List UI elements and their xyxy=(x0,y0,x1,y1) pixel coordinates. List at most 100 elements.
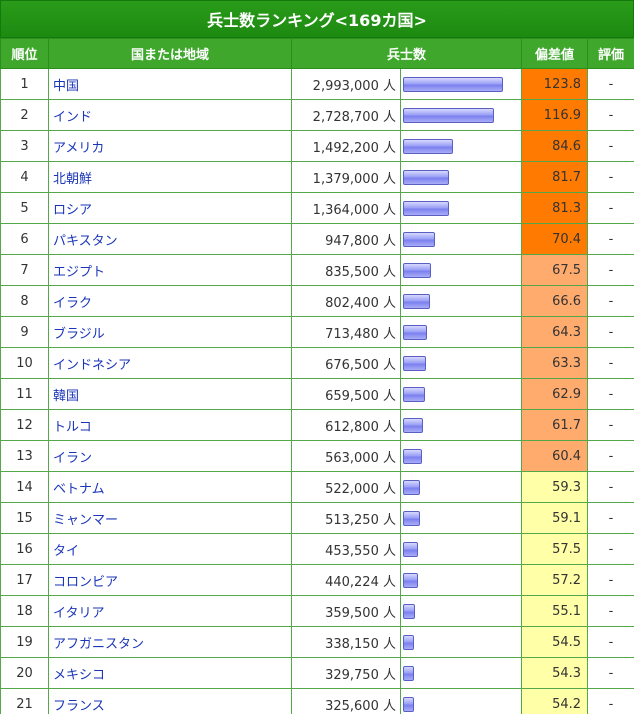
country-link[interactable]: アフガニスタン xyxy=(53,636,145,652)
soldiers-value: 659,500 xyxy=(325,388,379,404)
rank-cell: 15 xyxy=(0,502,49,534)
soldiers-value: 329,750 xyxy=(325,667,379,683)
deviation-cell: 55.1 xyxy=(521,595,589,627)
country-cell: 北朝鮮 xyxy=(48,161,292,193)
country-link[interactable]: イラン xyxy=(53,450,93,466)
deviation-cell: 57.5 xyxy=(521,533,589,565)
rank-cell: 7 xyxy=(0,254,49,286)
country-link[interactable]: パキスタン xyxy=(53,233,118,249)
soldiers-cell: 612,800 人 xyxy=(291,409,401,441)
evaluation-cell: - xyxy=(587,502,634,534)
soldiers-unit: 人 xyxy=(382,326,396,342)
soldiers-unit: 人 xyxy=(382,574,396,590)
soldiers-unit: 人 xyxy=(382,450,396,466)
header-rank: 順位 xyxy=(0,38,49,69)
evaluation-cell: - xyxy=(587,254,634,286)
soldiers-cell: 338,150 人 xyxy=(291,626,401,658)
soldiers-bar-cell xyxy=(399,161,523,193)
soldiers-bar-cell xyxy=(399,316,523,348)
soldiers-cell: 947,800 人 xyxy=(291,223,401,255)
country-link[interactable]: メキシコ xyxy=(53,667,106,683)
soldiers-bar-cell xyxy=(399,564,523,596)
soldiers-unit: 人 xyxy=(382,481,396,497)
soldiers-value: 338,150 xyxy=(325,636,379,652)
table-row: 8 イラク 802,400 人 66.6- xyxy=(0,285,634,317)
country-link[interactable]: タイ xyxy=(53,543,80,559)
soldiers-cell: 359,500 人 xyxy=(291,595,401,627)
soldiers-cell: 522,000 人 xyxy=(291,471,401,503)
evaluation-cell: - xyxy=(587,161,634,193)
soldiers-bar xyxy=(403,696,414,712)
deviation-cell: 59.1 xyxy=(521,502,589,534)
soldiers-bar-cell xyxy=(399,533,523,565)
soldiers-bar xyxy=(403,417,423,433)
country-cell: アメリカ xyxy=(48,130,292,162)
soldiers-value: 522,000 xyxy=(325,481,379,497)
soldiers-bar-cell xyxy=(399,223,523,255)
soldiers-value: 453,550 xyxy=(325,543,379,559)
soldiers-value: 2,728,700 xyxy=(312,109,379,125)
rank-cell: 10 xyxy=(0,347,49,379)
table-row: 10 インドネシア 676,500 人 63.3- xyxy=(0,347,634,379)
country-link[interactable]: アメリカ xyxy=(53,140,105,156)
rank-cell: 6 xyxy=(0,223,49,255)
soldiers-cell: 802,400 人 xyxy=(291,285,401,317)
table-row: 4 北朝鮮 1,379,000 人 81.7- xyxy=(0,161,634,193)
soldiers-value: 563,000 xyxy=(325,450,379,466)
table-row: 17 コロンビア 440,224 人 57.2- xyxy=(0,564,634,596)
evaluation-cell: - xyxy=(587,285,634,317)
country-link[interactable]: イラク xyxy=(53,295,93,311)
soldiers-bar xyxy=(403,200,449,216)
deviation-cell: 70.4 xyxy=(521,223,589,255)
country-link[interactable]: フランス xyxy=(53,698,105,714)
deviation-cell: 57.2 xyxy=(521,564,589,596)
table-row: 2 インド 2,728,700 人 116.9- xyxy=(0,99,634,131)
deviation-cell: 61.7 xyxy=(521,409,589,441)
table-row: 3 アメリカ 1,492,200 人 84.6- xyxy=(0,130,634,162)
soldiers-value: 359,500 xyxy=(325,605,379,621)
country-link[interactable]: ブラジル xyxy=(53,326,105,342)
evaluation-cell: - xyxy=(587,595,634,627)
soldiers-cell: 453,550 人 xyxy=(291,533,401,565)
soldiers-bar xyxy=(403,386,425,402)
country-link[interactable]: ミャンマー xyxy=(53,512,119,528)
deviation-cell: 54.2 xyxy=(521,688,589,714)
soldiers-unit: 人 xyxy=(382,667,396,683)
evaluation-cell: - xyxy=(587,192,634,224)
country-link[interactable]: エジプト xyxy=(53,264,106,280)
country-link[interactable]: トルコ xyxy=(53,419,92,435)
deviation-cell: 63.3 xyxy=(521,347,589,379)
table-row: 13 イラン 563,000 人 60.4- xyxy=(0,440,634,472)
soldiers-unit: 人 xyxy=(382,419,396,435)
deviation-cell: 67.5 xyxy=(521,254,589,286)
soldiers-bar-cell xyxy=(399,595,523,627)
country-link[interactable]: インド xyxy=(53,109,93,125)
deviation-cell: 81.3 xyxy=(521,192,589,224)
soldiers-value: 1,364,000 xyxy=(312,202,379,218)
rank-cell: 16 xyxy=(0,533,49,565)
soldiers-bar xyxy=(403,138,453,154)
country-link[interactable]: ロシア xyxy=(53,202,93,218)
soldiers-bar xyxy=(403,76,503,92)
soldiers-unit: 人 xyxy=(382,264,396,280)
deviation-cell: 64.3 xyxy=(521,316,589,348)
country-cell: イラン xyxy=(48,440,292,472)
evaluation-cell: - xyxy=(587,223,634,255)
table-row: 6 パキスタン 947,800 人 70.4- xyxy=(0,223,634,255)
soldiers-bar xyxy=(403,107,494,123)
country-link[interactable]: ベトナム xyxy=(53,481,105,497)
ranking-table: 順位 国または地域 兵士数 偏差値 評価 1 中国 2,993,000 人 123.8… xyxy=(0,38,634,714)
country-link[interactable]: インドネシア xyxy=(53,357,132,373)
country-link[interactable]: コロンビア xyxy=(53,574,119,590)
country-link[interactable]: 北朝鮮 xyxy=(53,171,93,187)
ranking-title: 兵士数ランキング<169カ国> xyxy=(0,0,634,38)
country-link[interactable]: 韓国 xyxy=(53,388,80,404)
rank-cell: 18 xyxy=(0,595,49,627)
country-link[interactable]: 中国 xyxy=(53,78,80,94)
country-link[interactable]: イタリア xyxy=(53,605,105,621)
soldiers-cell: 563,000 人 xyxy=(291,440,401,472)
soldiers-unit: 人 xyxy=(382,109,396,125)
evaluation-cell: - xyxy=(587,471,634,503)
country-cell: コロンビア xyxy=(48,564,292,596)
soldiers-value: 325,600 xyxy=(325,698,379,714)
